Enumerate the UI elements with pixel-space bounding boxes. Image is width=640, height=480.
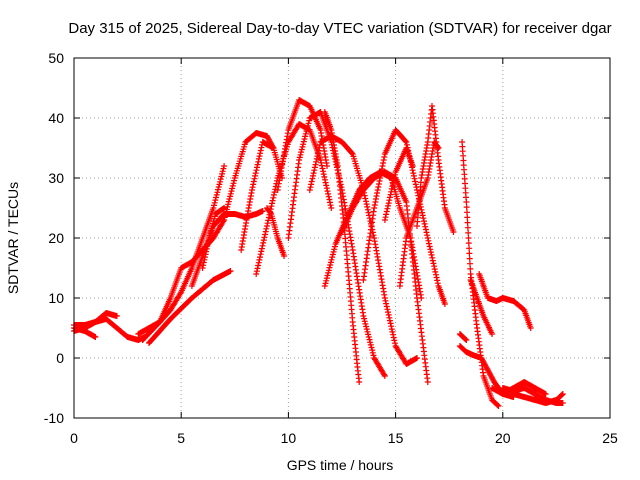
series-arc-05: [139, 163, 228, 343]
plus-markers: [456, 331, 470, 343]
series-arc-25: [456, 331, 470, 343]
y-tick-label: 50: [48, 50, 64, 66]
x-tick-label: 20: [495, 430, 511, 446]
series-arc-11: [264, 205, 288, 259]
plus-markers: [510, 391, 566, 406]
x-tick-label: 10: [281, 430, 297, 446]
plus-markers: [238, 139, 285, 253]
y-tick-label: 0: [56, 350, 64, 366]
series-arc-23: [467, 277, 496, 337]
series-arc-29: [510, 391, 566, 406]
plus-markers: [467, 277, 496, 337]
y-tick-label: 20: [48, 230, 64, 246]
plus-markers: [396, 139, 442, 289]
plus-markers: [476, 271, 534, 331]
x-tick-label: 5: [177, 430, 185, 446]
series-arc-08: [199, 205, 228, 271]
data-points: [71, 97, 566, 409]
series-arc-26: [476, 271, 534, 331]
plus-markers: [146, 268, 234, 346]
y-axis-label: SDTVAR / TECUs: [5, 182, 21, 294]
axes: 0 5 10 15 20 25 -10 0 10 20 30 40 50: [44, 50, 618, 446]
series-arc-19: [381, 145, 416, 223]
series-arc-21: [414, 103, 457, 235]
plus-markers: [321, 109, 363, 385]
series-arc-12: [274, 97, 330, 193]
plus-markers: [139, 163, 228, 343]
y-tick-label: 40: [48, 110, 64, 126]
y-tick-label: 30: [48, 170, 64, 186]
plus-markers: [199, 205, 228, 271]
plus-markers: [264, 205, 288, 259]
plus-markers: [414, 103, 457, 235]
chart-title: Day 315 of 2025, Sidereal Day-to-day VTE…: [68, 20, 611, 37]
y-tick-label: 10: [48, 290, 64, 306]
series-arc-15: [321, 109, 363, 385]
plus-markers: [274, 97, 330, 193]
x-axis-label: GPS time / hours: [287, 457, 394, 473]
grid: [74, 58, 610, 418]
plus-markers: [381, 145, 416, 223]
series-arc-20: [396, 139, 442, 289]
x-tick-label: 15: [388, 430, 404, 446]
x-tick-label: 25: [602, 430, 618, 446]
x-tick-label: 0: [70, 430, 78, 446]
y-tick-label: -10: [44, 410, 64, 426]
series-arc-09: [238, 139, 285, 253]
series-arc-06: [146, 268, 234, 346]
